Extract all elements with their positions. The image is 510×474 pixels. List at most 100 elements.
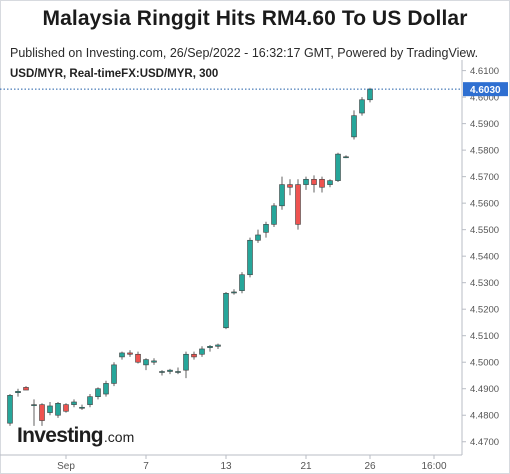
candle [31,399,37,426]
y-tick-label: 4.5400 [470,252,499,263]
candle [55,401,61,418]
candle-body [287,184,293,188]
candle [143,358,149,371]
axes: 4.6100 4.6000 4.5900 4.5800 4.5700 4.5600 4.55… [0,60,499,472]
candle-body [279,184,285,207]
candle-body [303,178,309,185]
x-tick-label: 7 [143,461,149,472]
candle-body [63,404,69,412]
candle-body [111,364,117,384]
candle [119,351,125,360]
candle [279,176,285,210]
candle [135,351,141,364]
x-tick-label: 13 [220,461,232,472]
candle [39,403,45,426]
candle [343,155,349,159]
chart-title: Malaysia Ringgit Hits RM4.60 To US Dolla… [42,7,468,30]
y-tick-label: 4.4700 [470,437,499,448]
candle [247,237,253,278]
candle-body [95,388,101,397]
candle [311,175,317,193]
candle-body [167,369,173,372]
candle-body [79,406,85,409]
candle-body [55,403,61,416]
candle-body [247,239,253,276]
candle-body [367,88,373,101]
candle [207,344,213,352]
y-tick-label: 4.5800 [470,146,499,157]
candle [23,386,29,391]
candle-body [207,346,213,348]
candle-body [255,234,261,241]
logo-wordmark: Investing [17,424,104,447]
candle-body [39,404,45,421]
y-tick-label: 4.6100 [470,66,499,77]
y-tick-label: 4.5200 [470,305,499,316]
candle-body [223,292,229,329]
y-tick-label: 4.5000 [470,358,499,369]
candle-body [47,405,53,413]
candle-body [335,153,341,181]
candle-body [183,353,189,371]
candle-body [351,115,357,138]
candle-body [15,391,21,394]
candles [7,87,373,426]
candle [255,229,261,243]
candle-body [87,396,93,405]
candle [239,272,245,294]
y-tick-label: 4.6000 [470,93,499,104]
candle [287,179,293,196]
candle [215,343,221,349]
candle [63,403,69,413]
candle [367,87,373,103]
y-tick-label: 4.4800 [470,411,499,422]
logo-domain: .com [103,429,135,445]
candle [79,404,85,410]
candle [71,399,77,408]
candle-body [159,371,165,373]
investing-logo: Investing .com [17,424,134,448]
last-price-value: 4.6030 [470,85,501,96]
candle-body [23,387,29,391]
y-tick-label: 4.5600 [470,199,499,210]
y-tick-label: 4.5300 [470,278,499,289]
y-tick-label: 4.5100 [470,331,499,342]
candle [7,394,13,426]
candle-body [143,359,149,366]
candle [335,152,341,182]
candle-body [215,344,221,347]
candle [103,380,109,397]
candle [175,367,181,375]
candle [151,358,157,365]
candle-body [191,353,197,358]
y-tick-label: 4.4900 [470,384,499,395]
candle [15,388,21,397]
published-note: Published on Investing.com, 26/Sep/2022 … [10,46,479,60]
y-tick-label: 4.5900 [470,119,499,130]
candle-body [7,395,13,424]
last-price-tag [463,82,508,97]
candle-body [343,156,349,159]
candle [167,368,173,375]
candle-body [151,360,157,363]
x-tick-label: 26 [364,461,376,472]
candle [111,362,117,387]
candle [159,370,165,376]
candle-body [127,352,133,355]
candle [127,350,133,357]
candle-body [135,353,141,363]
candle-body [295,184,301,225]
candle-body [327,180,333,185]
candle-body [311,178,317,185]
candle [223,291,229,330]
candle [319,176,325,193]
y-tick-label: 4.5700 [470,172,499,183]
candle-body [31,404,37,406]
candle [295,179,301,230]
x-tick-label: Sep [57,461,75,472]
candle-body [319,178,325,188]
symbol-label: USD/MYR, Real-timeFX:USD/MYR, 300 [10,68,219,80]
candle [359,97,365,116]
